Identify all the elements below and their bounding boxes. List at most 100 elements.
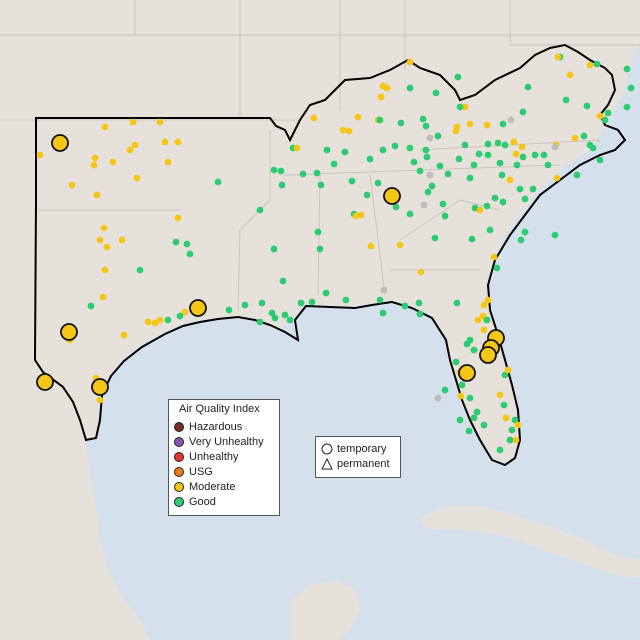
monitor-site-marker[interactable] bbox=[521, 228, 529, 236]
monitor-site-marker[interactable] bbox=[268, 309, 276, 317]
monitor-site-marker[interactable] bbox=[416, 167, 424, 175]
monitor-site-marker[interactable] bbox=[483, 121, 491, 129]
monitor-site-marker[interactable] bbox=[480, 421, 488, 429]
monitor-site-marker[interactable] bbox=[596, 156, 604, 164]
monitor-site-marker[interactable] bbox=[470, 414, 478, 422]
monitor-site-marker[interactable] bbox=[68, 181, 76, 189]
monitor-site-marker[interactable] bbox=[463, 340, 471, 348]
monitor-site-marker[interactable] bbox=[457, 392, 465, 400]
monitor-site-marker[interactable] bbox=[256, 206, 264, 214]
monitor-site-marker[interactable] bbox=[183, 240, 191, 248]
monitor-site-marker[interactable] bbox=[225, 306, 233, 314]
monitor-site-marker[interactable] bbox=[436, 162, 444, 170]
temporary-monitor-marker[interactable] bbox=[458, 364, 476, 382]
monitor-site-marker[interactable] bbox=[129, 118, 137, 126]
monitor-site-marker[interactable] bbox=[345, 127, 353, 135]
monitor-site-marker[interactable] bbox=[164, 316, 172, 324]
monitor-site-marker[interactable] bbox=[551, 231, 559, 239]
monitor-site-marker[interactable] bbox=[562, 96, 570, 104]
monitor-site-marker[interactable] bbox=[461, 103, 469, 111]
monitor-site-marker[interactable] bbox=[293, 144, 301, 152]
monitor-site-marker[interactable] bbox=[551, 143, 559, 151]
monitor-site-marker[interactable] bbox=[466, 394, 474, 402]
monitor-site-marker[interactable] bbox=[423, 153, 431, 161]
monitor-site-marker[interactable] bbox=[458, 381, 466, 389]
monitor-site-marker[interactable] bbox=[277, 167, 285, 175]
monitor-site-marker[interactable] bbox=[580, 132, 588, 140]
monitor-site-marker[interactable] bbox=[279, 277, 287, 285]
monitor-site-marker[interactable] bbox=[510, 138, 518, 146]
monitor-site-marker[interactable] bbox=[426, 171, 434, 179]
monitor-site-marker[interactable] bbox=[339, 126, 347, 134]
monitor-site-marker[interactable] bbox=[455, 155, 463, 163]
monitor-site-marker[interactable] bbox=[401, 302, 409, 310]
monitor-site-marker[interactable] bbox=[521, 195, 529, 203]
monitor-site-marker[interactable] bbox=[519, 108, 527, 116]
monitor-site-marker[interactable] bbox=[441, 386, 449, 394]
monitor-site-marker[interactable] bbox=[500, 401, 508, 409]
monitor-site-marker[interactable] bbox=[96, 396, 104, 404]
monitor-site-marker[interactable] bbox=[601, 116, 609, 124]
monitor-site-marker[interactable] bbox=[348, 177, 356, 185]
monitor-site-marker[interactable] bbox=[396, 241, 404, 249]
monitor-site-marker[interactable] bbox=[374, 179, 382, 187]
monitor-site-marker[interactable] bbox=[519, 153, 527, 161]
monitor-site-marker[interactable] bbox=[511, 416, 519, 424]
monitor-site-marker[interactable] bbox=[258, 299, 266, 307]
monitor-site-marker[interactable] bbox=[507, 116, 515, 124]
temporary-monitor-marker[interactable] bbox=[479, 346, 497, 364]
monitor-site-marker[interactable] bbox=[330, 160, 338, 168]
monitor-site-marker[interactable] bbox=[87, 302, 95, 310]
monitor-site-marker[interactable] bbox=[120, 331, 128, 339]
monitor-site-marker[interactable] bbox=[310, 114, 318, 122]
monitor-site-marker[interactable] bbox=[341, 148, 349, 156]
monitor-site-marker[interactable] bbox=[314, 228, 322, 236]
monitor-site-marker[interactable] bbox=[354, 113, 362, 121]
monitor-site-marker[interactable] bbox=[531, 151, 539, 159]
monitor-site-marker[interactable] bbox=[623, 103, 631, 111]
monitor-site-marker[interactable] bbox=[376, 296, 384, 304]
monitor-site-marker[interactable] bbox=[439, 200, 447, 208]
monitor-site-marker[interactable] bbox=[376, 116, 384, 124]
monitor-site-marker[interactable] bbox=[397, 119, 405, 127]
monitor-site-marker[interactable] bbox=[453, 123, 461, 131]
monitor-site-marker[interactable] bbox=[380, 286, 388, 294]
monitor-site-marker[interactable] bbox=[93, 191, 101, 199]
temporary-monitor-marker[interactable] bbox=[91, 378, 109, 396]
monitor-site-marker[interactable] bbox=[506, 436, 514, 444]
monitor-site-marker[interactable] bbox=[486, 226, 494, 234]
monitor-site-marker[interactable] bbox=[518, 143, 526, 151]
monitor-site-marker[interactable] bbox=[434, 394, 442, 402]
monitor-site-marker[interactable] bbox=[512, 150, 520, 158]
monitor-site-marker[interactable] bbox=[136, 266, 144, 274]
monitor-site-marker[interactable] bbox=[517, 236, 525, 244]
monitor-site-marker[interactable] bbox=[506, 176, 514, 184]
monitor-site-marker[interactable] bbox=[514, 421, 522, 429]
monitor-site-marker[interactable] bbox=[470, 161, 478, 169]
temporary-monitor-marker[interactable] bbox=[383, 187, 401, 205]
monitor-site-marker[interactable] bbox=[422, 122, 430, 130]
monitor-site-marker[interactable] bbox=[465, 427, 473, 435]
monitor-site-marker[interactable] bbox=[452, 358, 460, 366]
monitor-site-marker[interactable] bbox=[529, 185, 537, 193]
monitor-site-marker[interactable] bbox=[483, 202, 491, 210]
monitor-site-marker[interactable] bbox=[468, 235, 476, 243]
monitor-site-marker[interactable] bbox=[278, 181, 286, 189]
monitor-site-marker[interactable] bbox=[498, 171, 506, 179]
monitor-site-marker[interactable] bbox=[316, 245, 324, 253]
monitor-site-marker[interactable] bbox=[131, 141, 139, 149]
monitor-site-marker[interactable] bbox=[109, 158, 117, 166]
monitor-site-marker[interactable] bbox=[270, 245, 278, 253]
monitor-site-marker[interactable] bbox=[426, 134, 434, 142]
monitor-site-marker[interactable] bbox=[164, 158, 172, 166]
monitor-site-marker[interactable] bbox=[583, 102, 591, 110]
monitor-site-marker[interactable] bbox=[473, 408, 481, 416]
monitor-site-marker[interactable] bbox=[118, 236, 126, 244]
monitor-site-marker[interactable] bbox=[406, 144, 414, 152]
monitor-site-marker[interactable] bbox=[444, 170, 452, 178]
monitor-site-marker[interactable] bbox=[461, 141, 469, 149]
monitor-site-marker[interactable] bbox=[286, 316, 294, 324]
monitor-site-marker[interactable] bbox=[480, 301, 488, 309]
monitor-site-marker[interactable] bbox=[392, 203, 400, 211]
monitor-site-marker[interactable] bbox=[367, 242, 375, 250]
